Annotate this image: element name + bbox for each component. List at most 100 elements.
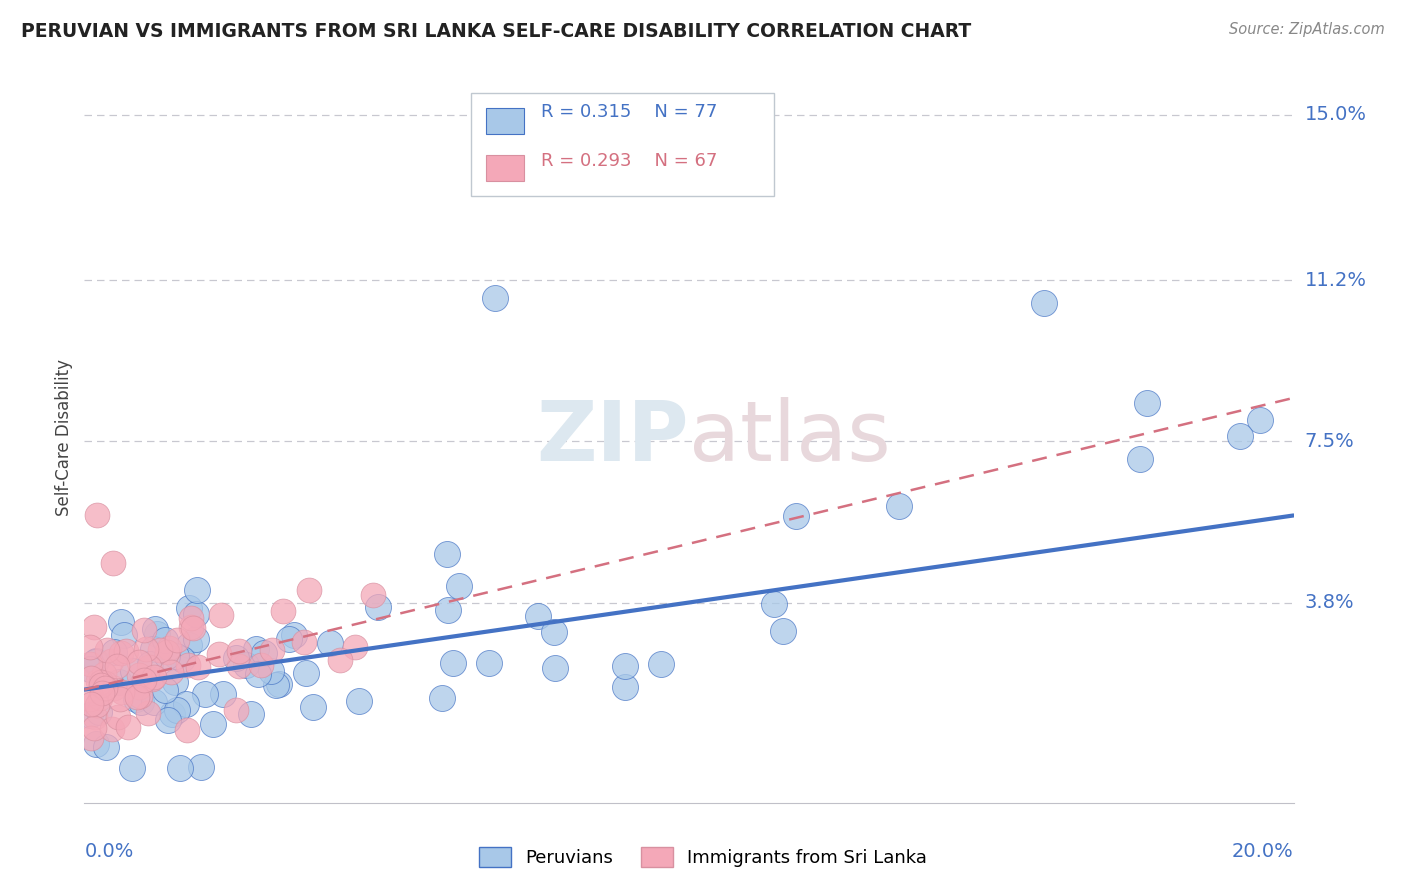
- Point: [329, 653, 352, 667]
- Point: [138, 660, 160, 674]
- Point: [187, 660, 209, 674]
- Point: [79, 698, 101, 712]
- Point: [80, 731, 103, 745]
- Point: [298, 582, 321, 597]
- Point: [246, 666, 269, 681]
- Point: [302, 700, 325, 714]
- Point: [108, 674, 131, 689]
- Point: [101, 723, 124, 737]
- Point: [108, 692, 131, 706]
- Point: [166, 633, 188, 648]
- Point: [79, 662, 101, 676]
- Point: [478, 657, 501, 671]
- Point: [117, 721, 139, 735]
- Point: [86, 508, 108, 523]
- Point: [107, 710, 129, 724]
- Point: [139, 657, 162, 671]
- Point: [101, 557, 124, 571]
- Point: [165, 648, 187, 663]
- Point: [245, 642, 267, 657]
- Point: [100, 654, 122, 668]
- Point: [186, 607, 208, 622]
- Point: [86, 698, 108, 712]
- Point: [143, 622, 166, 636]
- Text: Source: ZipAtlas.com: Source: ZipAtlas.com: [1229, 22, 1385, 37]
- Point: [1032, 295, 1054, 310]
- Point: [650, 657, 672, 671]
- Point: [201, 717, 224, 731]
- Point: [83, 655, 105, 669]
- Point: [94, 739, 117, 754]
- Point: [1229, 429, 1251, 443]
- Point: [319, 636, 342, 650]
- Point: [177, 600, 200, 615]
- Text: ZIP: ZIP: [537, 397, 689, 477]
- Point: [344, 640, 367, 655]
- Point: [176, 723, 198, 737]
- Point: [157, 713, 180, 727]
- Point: [183, 621, 205, 635]
- Point: [484, 291, 506, 305]
- Point: [209, 608, 232, 623]
- Point: [613, 659, 636, 673]
- Point: [143, 695, 166, 709]
- Point: [149, 643, 172, 657]
- Point: [160, 665, 183, 680]
- Text: 11.2%: 11.2%: [1305, 271, 1367, 290]
- Point: [125, 691, 148, 706]
- Point: [134, 623, 156, 637]
- Point: [160, 707, 183, 722]
- Point: [235, 657, 257, 672]
- Point: [176, 697, 198, 711]
- Point: [136, 706, 159, 721]
- Point: [146, 627, 169, 641]
- Point: [447, 579, 470, 593]
- Point: [131, 695, 153, 709]
- Point: [155, 633, 177, 648]
- Point: [110, 615, 132, 629]
- Text: PERUVIAN VS IMMIGRANTS FROM SRI LANKA SELF-CARE DISABILITY CORRELATION CHART: PERUVIAN VS IMMIGRANTS FROM SRI LANKA SE…: [21, 22, 972, 41]
- Point: [193, 688, 215, 702]
- Text: atlas: atlas: [689, 397, 890, 477]
- Point: [294, 665, 316, 680]
- Point: [165, 674, 187, 689]
- Point: [1129, 452, 1152, 467]
- Point: [225, 651, 247, 665]
- Point: [277, 632, 299, 647]
- Point: [260, 664, 283, 678]
- Point: [212, 686, 235, 700]
- Point: [143, 670, 166, 684]
- Point: [125, 690, 148, 704]
- Point: [436, 603, 458, 617]
- Point: [361, 588, 384, 602]
- Point: [83, 619, 105, 633]
- Text: 20.0%: 20.0%: [1232, 842, 1294, 861]
- Point: [128, 655, 150, 669]
- Point: [543, 625, 565, 640]
- Point: [79, 708, 101, 723]
- Point: [89, 691, 111, 706]
- Point: [543, 661, 565, 675]
- Point: [228, 644, 250, 658]
- Point: [79, 640, 101, 655]
- Point: [763, 597, 786, 611]
- Point: [129, 689, 152, 703]
- Point: [87, 673, 110, 688]
- Point: [94, 676, 117, 690]
- Point: [166, 703, 188, 717]
- Text: 15.0%: 15.0%: [1305, 105, 1367, 124]
- Point: [267, 677, 290, 691]
- Point: [785, 509, 807, 524]
- Point: [111, 685, 134, 699]
- Point: [208, 647, 231, 661]
- Point: [292, 635, 315, 649]
- Point: [156, 645, 179, 659]
- Point: [283, 628, 305, 642]
- Point: [271, 604, 294, 618]
- Point: [176, 658, 198, 673]
- Point: [526, 608, 548, 623]
- Text: R = 0.293    N = 67: R = 0.293 N = 67: [541, 152, 718, 169]
- Point: [432, 690, 454, 705]
- Point: [186, 632, 208, 646]
- Point: [91, 686, 114, 700]
